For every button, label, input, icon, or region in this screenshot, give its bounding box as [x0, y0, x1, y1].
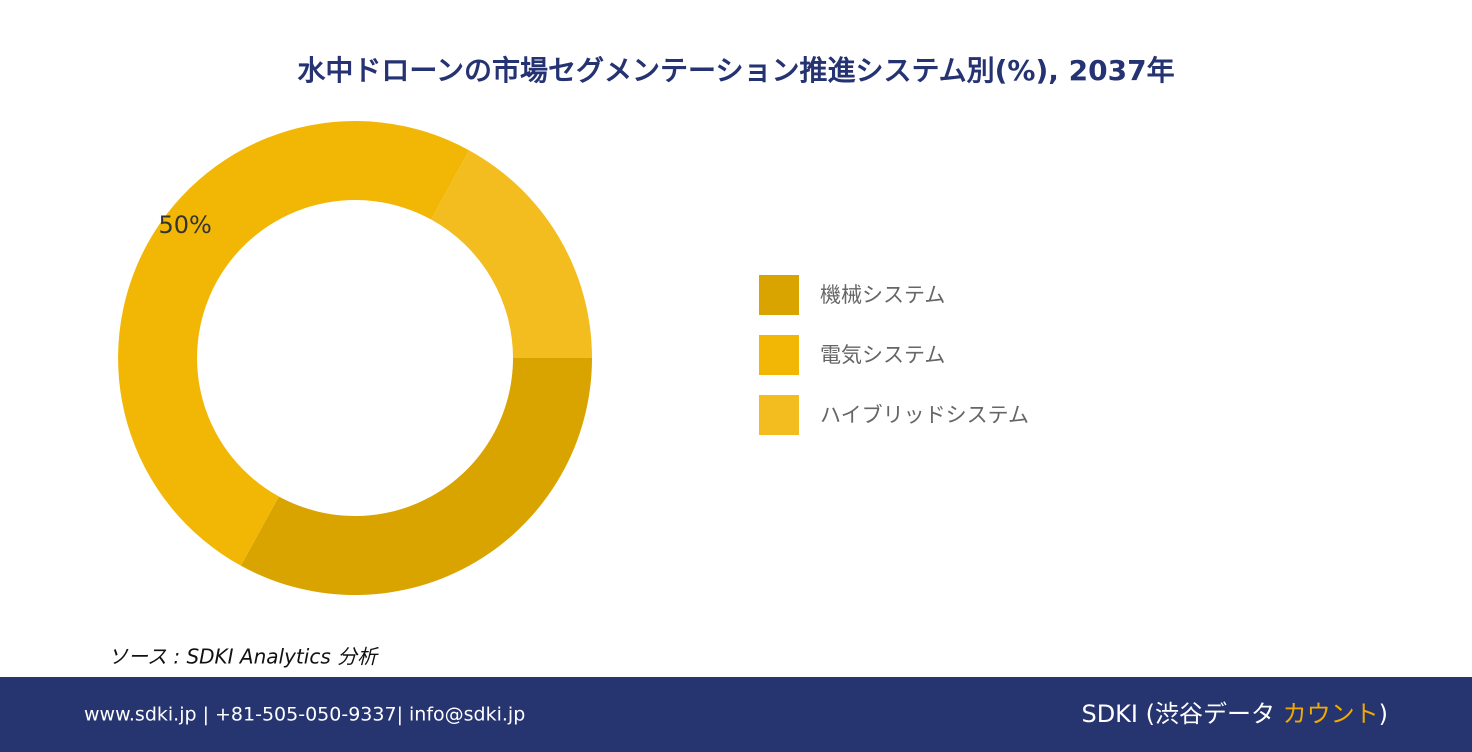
legend-label: 機械システム [820, 283, 945, 307]
donut-segment [118, 121, 470, 566]
donut-segment [240, 358, 592, 595]
value-label: 50% [158, 211, 211, 239]
legend-label: 電気システム [820, 343, 945, 367]
legend-label: ハイブリッドシステム [820, 403, 1029, 427]
source: ソース : SDKI Analytics 分析 [108, 645, 379, 669]
legend-swatch [759, 275, 799, 315]
legend-swatch [759, 395, 799, 435]
chart-title: 水中ドローンの市場セグメンテーション推進システム別(%), 2037年 [297, 54, 1174, 87]
footer-bar [0, 677, 1472, 752]
donut-segment [431, 150, 592, 358]
donut: 50% [118, 121, 592, 595]
footer-brand: SDKI (渋谷データ カウント) [1081, 700, 1388, 728]
footer-contact: www.sdki.jp | +81-505-050-9337| info@sdk… [84, 704, 525, 726]
brand-highlight: カウント [1283, 700, 1379, 728]
brand-end: ) [1379, 700, 1388, 728]
brand: SDKI (渋谷データ [1081, 700, 1282, 728]
legend-swatch [759, 335, 799, 375]
